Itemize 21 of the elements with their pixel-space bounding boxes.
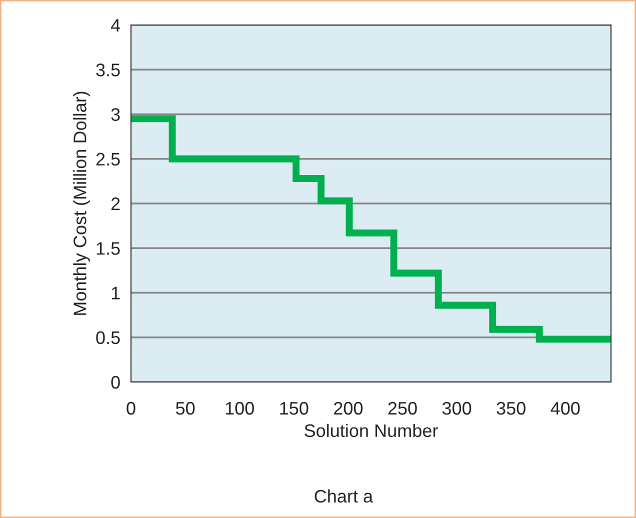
y-tick-label: 3.5 [96,64,120,76]
x-tick-label: 300 [442,402,472,415]
text: Chart a [314,489,374,503]
x-tick-label: 150 [280,402,308,415]
x-tick-label: 50 [176,402,195,415]
y-tick-label: 1.5 [96,242,120,255]
y-tick-label: 3 [111,108,120,121]
x-tick-label: 350 [496,402,526,415]
x-tick-label: 200 [334,402,363,415]
y-axis-title: Monthly Cost (Million Dollar) [73,92,90,315]
y-tick-label: 4 [110,19,120,32]
x-axis-title: Solution Number [304,424,438,438]
x-tick-label: 250 [388,402,417,415]
y-tick-label: 0 [111,376,120,389]
x-tick-label: 400 [550,402,580,415]
x-tick-label: 0 [126,402,136,415]
y-tick-label: 1 [112,286,120,300]
y-tick-label: 2.5 [96,152,120,166]
y-tick-label: 2 [111,197,120,210]
x-tick-label: 100 [226,402,254,415]
y-tick-label: 0.5 [96,331,120,344]
